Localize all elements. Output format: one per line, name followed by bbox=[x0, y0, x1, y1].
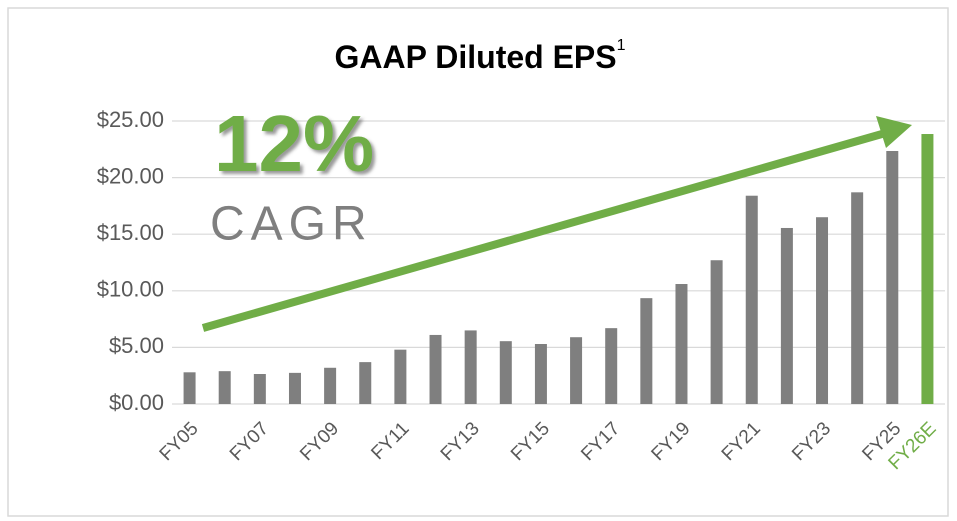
y-tick-label: $20.00 bbox=[97, 163, 164, 188]
x-tick-label: FY23 bbox=[788, 418, 835, 465]
bar bbox=[851, 192, 864, 404]
y-tick-label: $10.00 bbox=[97, 277, 164, 302]
y-tick-label: $5.00 bbox=[109, 333, 164, 358]
arrow-head bbox=[876, 116, 912, 148]
bar bbox=[780, 227, 793, 404]
bar bbox=[816, 217, 829, 404]
bar bbox=[921, 134, 934, 404]
x-tick-label: FY05 bbox=[156, 418, 203, 465]
bar bbox=[429, 334, 442, 404]
bar bbox=[745, 195, 758, 404]
chart-border bbox=[7, 7, 949, 517]
bar bbox=[570, 337, 583, 404]
cagr-label: CAGR bbox=[210, 198, 373, 251]
bar bbox=[640, 298, 653, 404]
x-tick-label: FY11 bbox=[367, 418, 413, 464]
cagr-value: 12% bbox=[214, 99, 374, 188]
bar bbox=[183, 372, 196, 404]
bar bbox=[605, 328, 618, 404]
bar bbox=[534, 344, 547, 404]
y-tick-label: $15.00 bbox=[97, 220, 164, 245]
bar bbox=[253, 374, 266, 404]
x-tick-label: FY19 bbox=[648, 418, 695, 465]
x-tick-label: FY21 bbox=[718, 418, 765, 465]
bar bbox=[464, 330, 477, 404]
bar bbox=[218, 371, 231, 404]
x-tick-label: FY07 bbox=[226, 418, 273, 465]
bar bbox=[359, 362, 372, 404]
bar bbox=[394, 349, 407, 404]
bar bbox=[499, 341, 512, 404]
bar bbox=[675, 284, 688, 404]
trend-arrow bbox=[201, 130, 884, 332]
x-tick-label: FY13 bbox=[437, 418, 484, 465]
x-tick-label: FY09 bbox=[296, 418, 343, 465]
bar bbox=[324, 367, 337, 404]
y-tick-label: $25.00 bbox=[97, 107, 164, 132]
x-tick-label: FY17 bbox=[577, 418, 624, 465]
bar bbox=[886, 150, 899, 404]
chart-title: GAAP Diluted EPS1 bbox=[334, 37, 625, 75]
x-tick-label: FY15 bbox=[507, 418, 554, 465]
y-tick-label: $0.00 bbox=[109, 390, 164, 415]
bar bbox=[288, 372, 301, 404]
bar bbox=[710, 260, 723, 404]
